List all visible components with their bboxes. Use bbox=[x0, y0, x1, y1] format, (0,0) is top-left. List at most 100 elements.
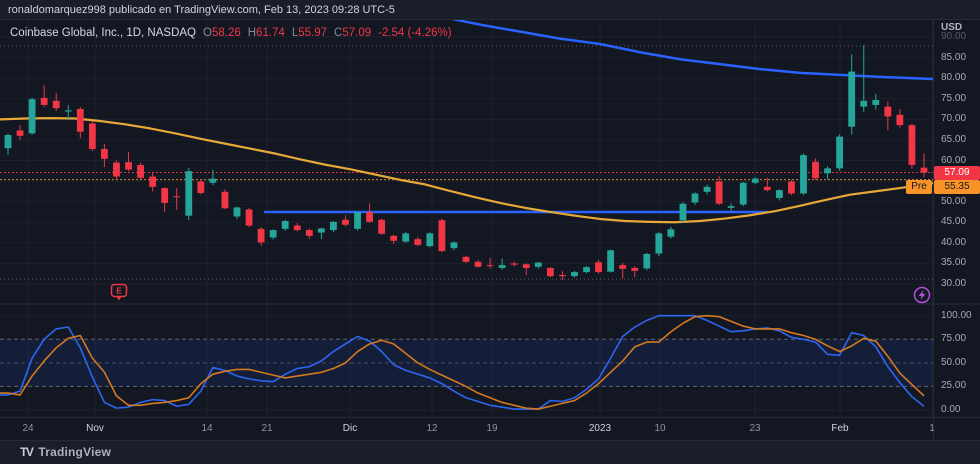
candle-body[interactable] bbox=[40, 97, 48, 105]
candle-body[interactable] bbox=[149, 176, 157, 187]
candle-body[interactable] bbox=[137, 165, 144, 178]
candle-body[interactable] bbox=[257, 228, 265, 243]
candle-body[interactable] bbox=[860, 100, 868, 107]
publish-bar: ronaldomarquez998 publicado en TradingVi… bbox=[0, 0, 980, 20]
candle-body[interactable] bbox=[426, 233, 434, 247]
candle-body[interactable] bbox=[800, 155, 807, 194]
candle-body[interactable] bbox=[197, 181, 205, 194]
candle-body[interactable] bbox=[631, 267, 639, 271]
candle-body[interactable] bbox=[546, 267, 554, 277]
candle-body[interactable] bbox=[595, 262, 602, 273]
earnings-icon-letter: E bbox=[116, 287, 122, 296]
candle-body[interactable] bbox=[775, 190, 783, 198]
candle-body[interactable] bbox=[510, 263, 518, 265]
time-axis-label: Feb bbox=[831, 423, 849, 434]
candle-body[interactable] bbox=[788, 181, 795, 194]
candle-body[interactable] bbox=[655, 233, 663, 254]
candle-body[interactable] bbox=[751, 178, 759, 183]
price-tick-label: 90.00 bbox=[941, 31, 967, 42]
candle-body[interactable] bbox=[125, 162, 132, 170]
candle-body[interactable] bbox=[691, 193, 699, 203]
candle-body[interactable] bbox=[763, 186, 771, 191]
time-axis-label: 24 bbox=[22, 423, 34, 434]
candle-body[interactable] bbox=[233, 207, 241, 217]
candle-body[interactable] bbox=[534, 262, 542, 267]
candle-body[interactable] bbox=[920, 167, 928, 173]
candle-body[interactable] bbox=[848, 71, 856, 127]
candle-body[interactable] bbox=[703, 186, 711, 192]
candle-body[interactable] bbox=[354, 211, 361, 229]
candle-body[interactable] bbox=[450, 242, 458, 249]
candle-body[interactable] bbox=[812, 161, 819, 179]
candle-body[interactable] bbox=[643, 253, 651, 269]
candle-body[interactable] bbox=[378, 219, 386, 234]
earnings-icon-notch bbox=[116, 296, 122, 301]
price-axis-border bbox=[933, 20, 934, 440]
candle-body[interactable] bbox=[64, 110, 72, 112]
ma-orange-line[interactable] bbox=[0, 117, 935, 224]
tradingview-logo[interactable]: TV TradingView bbox=[20, 445, 111, 459]
candle-body[interactable] bbox=[438, 220, 446, 252]
lightning-icon[interactable] bbox=[913, 286, 931, 304]
candle-body[interactable] bbox=[402, 233, 410, 242]
pre-market-tag: Pre bbox=[906, 180, 932, 194]
candle-body[interactable] bbox=[16, 130, 24, 136]
candle-body[interactable] bbox=[173, 196, 181, 198]
candle-body[interactable] bbox=[908, 125, 916, 166]
candle-body[interactable] bbox=[52, 100, 60, 109]
candle-body[interactable] bbox=[583, 267, 590, 273]
candle-body[interactable] bbox=[342, 219, 349, 225]
candle-body[interactable] bbox=[571, 272, 578, 277]
candle-body[interactable] bbox=[161, 188, 169, 203]
candle-body[interactable] bbox=[872, 99, 880, 105]
time-axis-label: Nov bbox=[86, 423, 104, 434]
stoch-d-line[interactable] bbox=[0, 314, 925, 410]
candle-body[interactable] bbox=[209, 178, 217, 183]
candle-body[interactable] bbox=[317, 228, 325, 233]
chart-legend: Coinbase Global, Inc., 1D, NASDAQ O58.26 H… bbox=[10, 27, 452, 39]
ohlc-letter: C bbox=[334, 27, 343, 39]
candle-body[interactable] bbox=[390, 235, 398, 241]
ma-blue-line[interactable] bbox=[446, 16, 935, 81]
candle-body[interactable] bbox=[28, 99, 36, 134]
candle-body[interactable] bbox=[896, 114, 904, 126]
stoch-tick-label: 100.00 bbox=[941, 309, 972, 321]
candle-body[interactable] bbox=[330, 221, 337, 231]
price-tick-label: 30.00 bbox=[941, 278, 967, 290]
last-price-badge: 57.09 bbox=[934, 166, 980, 180]
candle-body[interactable] bbox=[305, 230, 313, 236]
candle-body[interactable] bbox=[88, 123, 96, 149]
candle-body[interactable] bbox=[414, 239, 422, 245]
candle-body[interactable] bbox=[884, 106, 892, 117]
candle-body[interactable] bbox=[101, 148, 108, 159]
candle-body[interactable] bbox=[113, 162, 120, 177]
candle-body[interactable] bbox=[559, 274, 566, 277]
candle-body[interactable] bbox=[836, 136, 844, 169]
candle-body[interactable] bbox=[4, 134, 12, 149]
candle-body[interactable] bbox=[667, 229, 675, 237]
candle-body[interactable] bbox=[281, 221, 289, 229]
candle-body[interactable] bbox=[619, 265, 627, 269]
candle-body[interactable] bbox=[607, 250, 615, 272]
candle-body[interactable] bbox=[76, 109, 84, 132]
candle-body[interactable] bbox=[293, 225, 301, 231]
price-tick-label: 75.00 bbox=[941, 92, 967, 104]
candle-body[interactable] bbox=[727, 206, 735, 208]
candle-body[interactable] bbox=[366, 211, 373, 222]
candle-body[interactable] bbox=[462, 256, 470, 262]
candle-body[interactable] bbox=[824, 168, 831, 174]
candle-body[interactable] bbox=[679, 203, 687, 221]
candle-body[interactable] bbox=[522, 264, 530, 268]
candle-body[interactable] bbox=[185, 171, 193, 216]
candle-body[interactable] bbox=[498, 265, 506, 268]
candle-body[interactable] bbox=[486, 265, 494, 267]
candle-body[interactable] bbox=[269, 230, 277, 238]
candle-body[interactable] bbox=[221, 191, 229, 209]
candle-body[interactable] bbox=[715, 181, 723, 204]
candle-body[interactable] bbox=[739, 182, 747, 205]
symbol-title[interactable]: Coinbase Global, Inc., 1D, NASDAQ bbox=[10, 27, 196, 39]
candle-body[interactable] bbox=[245, 209, 253, 226]
candle-body[interactable] bbox=[474, 261, 482, 267]
